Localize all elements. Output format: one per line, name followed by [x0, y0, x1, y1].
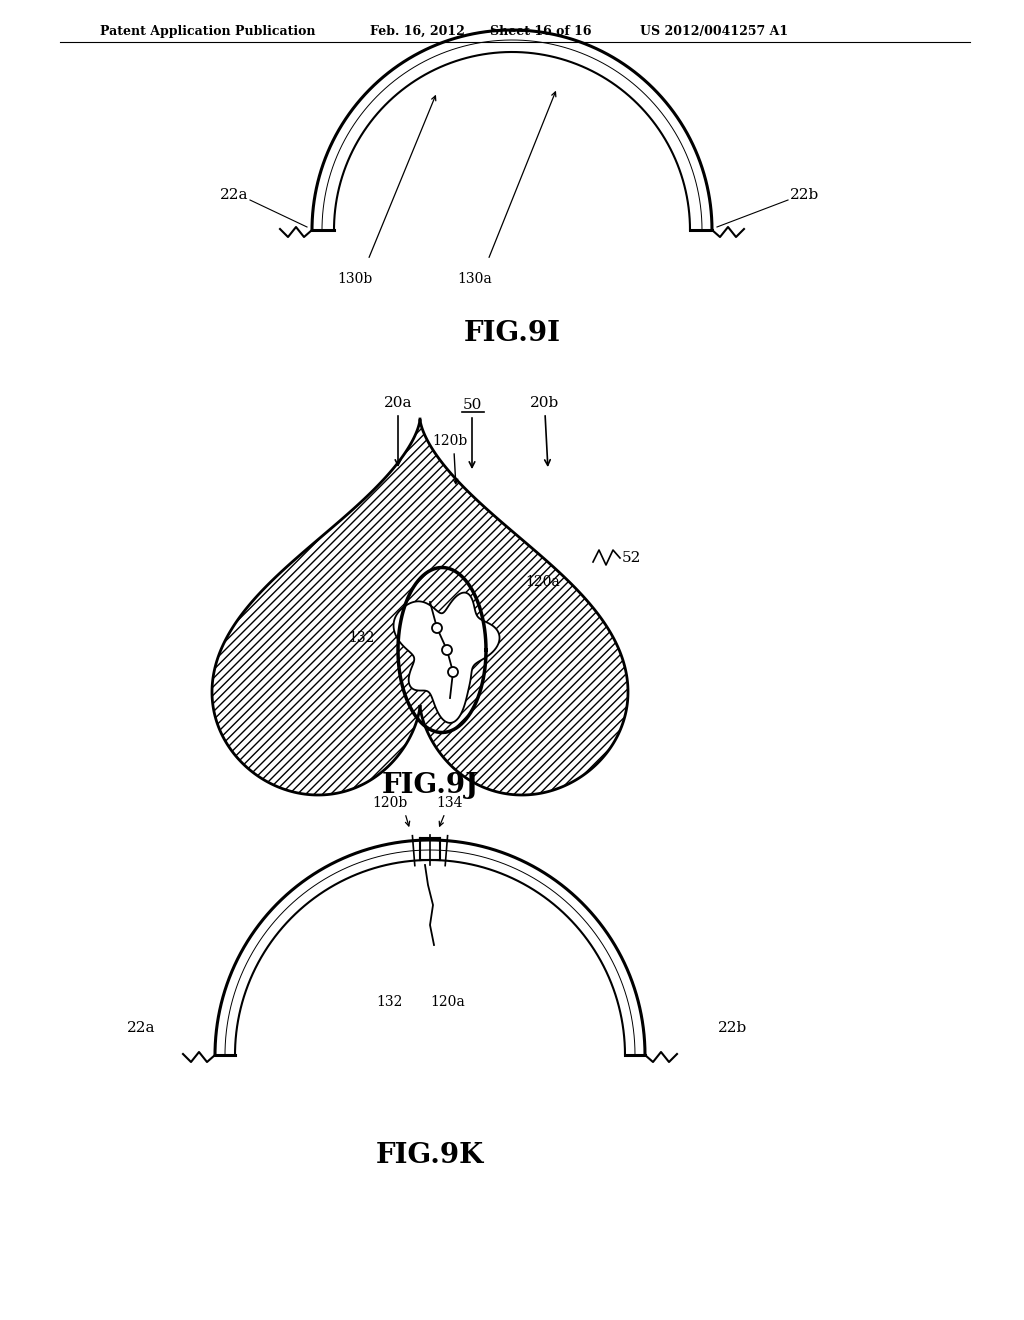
Text: 120a: 120a [431, 995, 465, 1008]
Text: 130b: 130b [337, 272, 373, 286]
Polygon shape [393, 593, 500, 723]
Circle shape [449, 667, 458, 677]
Text: 120b: 120b [373, 796, 408, 810]
Text: 130a: 130a [458, 272, 493, 286]
Polygon shape [282, 545, 385, 729]
Text: 52: 52 [622, 550, 641, 565]
Polygon shape [212, 418, 628, 795]
Text: 20a: 20a [384, 396, 413, 411]
Text: Feb. 16, 2012: Feb. 16, 2012 [370, 25, 465, 38]
Text: FIG.9J: FIG.9J [381, 772, 478, 799]
Circle shape [442, 645, 452, 655]
Text: Patent Application Publication: Patent Application Publication [100, 25, 315, 38]
Text: 120b: 120b [432, 434, 468, 447]
Text: FIG.9K: FIG.9K [376, 1142, 484, 1170]
Text: 22b: 22b [718, 1020, 748, 1035]
Text: 132: 132 [377, 995, 403, 1008]
Text: US 2012/0041257 A1: US 2012/0041257 A1 [640, 25, 788, 38]
Text: 20b: 20b [530, 396, 560, 411]
Text: 132: 132 [348, 631, 375, 645]
Text: 22b: 22b [790, 187, 819, 202]
Text: 22a: 22a [219, 187, 248, 202]
Circle shape [432, 623, 442, 634]
Text: FIG.9I: FIG.9I [464, 319, 560, 347]
Polygon shape [478, 545, 580, 725]
Text: 134: 134 [437, 796, 463, 810]
Text: 22a: 22a [127, 1020, 155, 1035]
Text: Sheet 16 of 16: Sheet 16 of 16 [490, 25, 592, 38]
Text: 50: 50 [462, 399, 481, 412]
Text: 120a: 120a [525, 576, 560, 589]
